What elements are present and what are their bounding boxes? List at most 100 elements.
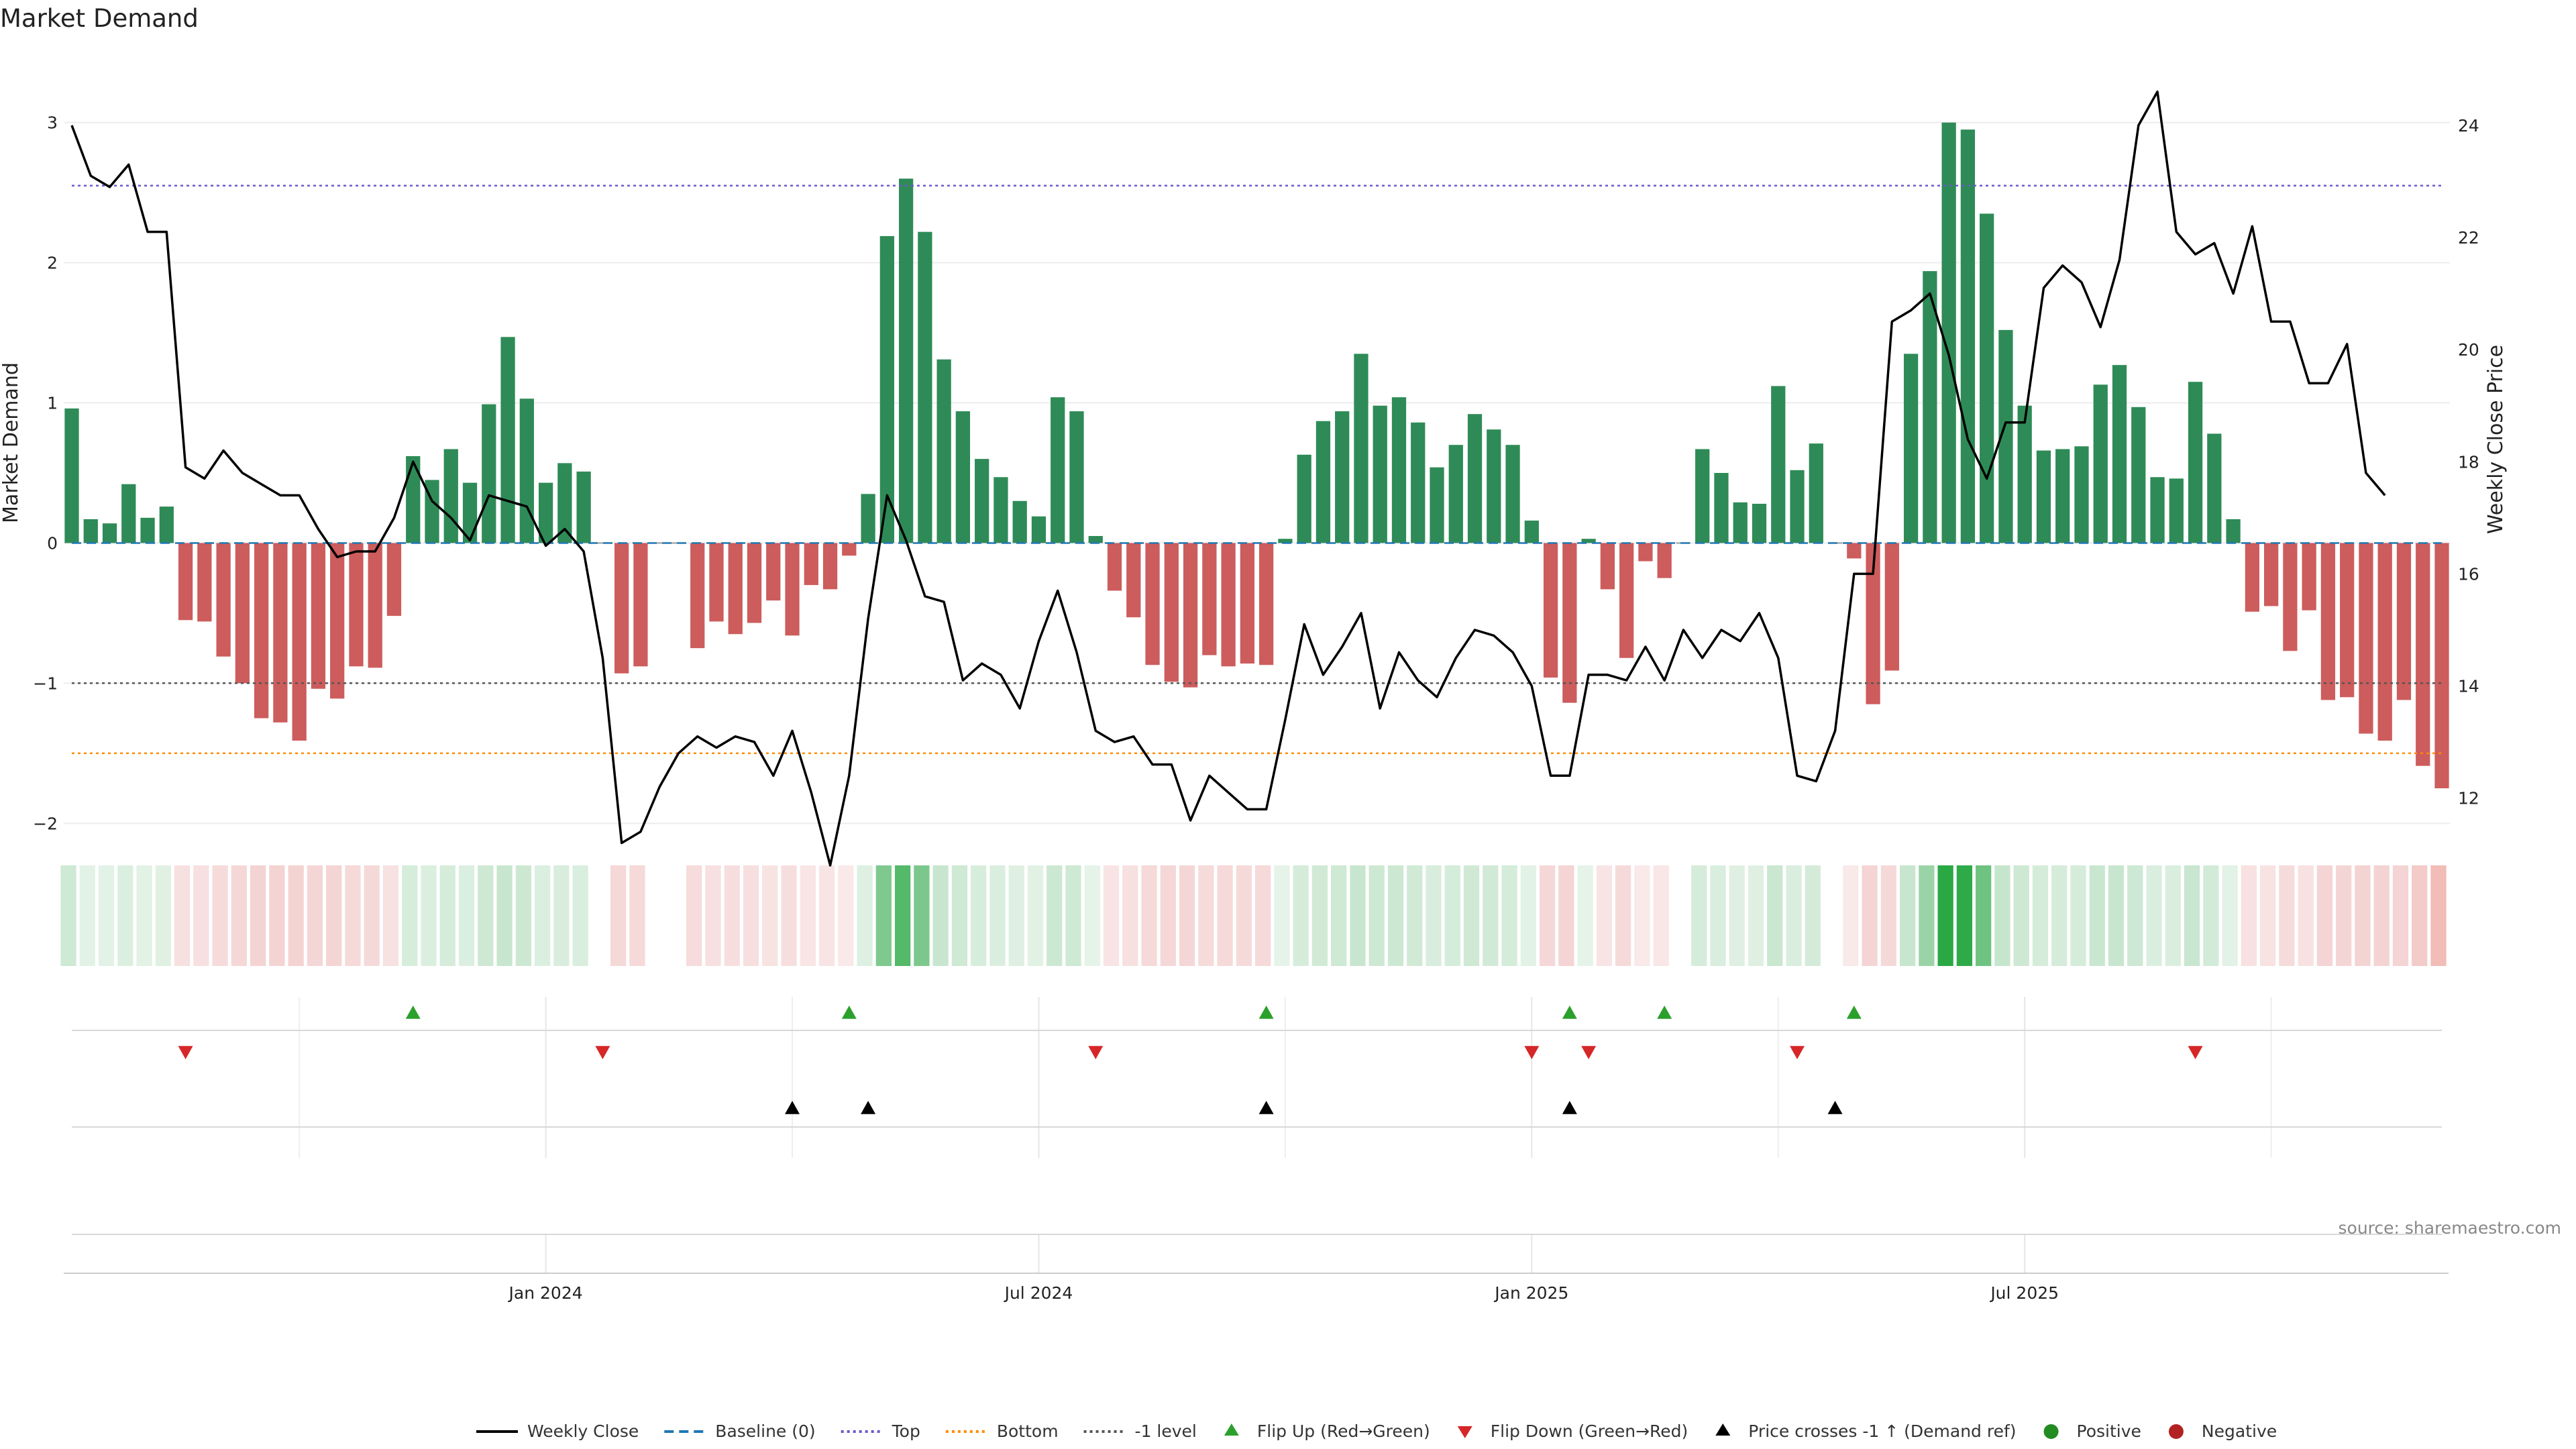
- legend-item: Top: [841, 1421, 920, 1441]
- demand-bar-negative: [804, 543, 818, 586]
- legend-item: Negative: [2168, 1421, 2277, 1441]
- demand-bar-positive: [83, 519, 98, 543]
- heat-cell: [971, 865, 987, 966]
- heat-cell: [1407, 865, 1423, 966]
- demand-bar-positive: [2169, 478, 2184, 543]
- demand-bar: [595, 542, 610, 544]
- demand-bar-negative: [1619, 543, 1634, 658]
- heat-cell: [1786, 865, 1802, 966]
- heat-cell: [1843, 865, 1859, 966]
- demand-bar-positive: [1373, 405, 1387, 543]
- heat-cell: [2298, 865, 2314, 966]
- demand-bar-negative: [822, 543, 838, 590]
- heat-cell: [553, 865, 570, 966]
- heat-cell: [1880, 865, 1896, 966]
- legend-label: Negative: [2202, 1421, 2277, 1441]
- heat-cell: [1634, 865, 1650, 966]
- demand-bar-positive: [1809, 443, 1823, 543]
- heat-cell: [1937, 865, 1953, 966]
- heat-cell: [250, 865, 266, 966]
- demand-bar-positive: [1012, 500, 1027, 543]
- demand-bar-negative: [2359, 543, 2373, 734]
- demand-bar-negative: [1240, 543, 1254, 664]
- heat-cell: [1539, 865, 1556, 966]
- heat-cell: [98, 865, 115, 966]
- heat-cell: [174, 865, 191, 966]
- heat-cell: [1520, 865, 1536, 966]
- demand-bar-negative: [2340, 543, 2355, 698]
- heat-cell: [1084, 865, 1100, 966]
- demand-bar: [652, 542, 667, 544]
- legend-item: Price crosses -1 ↑ (Demand ref): [1715, 1421, 2017, 1441]
- demand-bar-positive: [140, 517, 155, 543]
- y-tick-label-right: 18: [2458, 452, 2479, 472]
- demand-bar-negative: [311, 543, 326, 689]
- demand-bar-positive: [918, 231, 932, 543]
- demand-bar-positive: [406, 455, 421, 543]
- demand-bar-positive: [1391, 397, 1407, 543]
- demand-bar-positive: [1297, 454, 1311, 543]
- demand-bar-negative: [235, 543, 250, 684]
- heat-cell: [1767, 865, 1783, 966]
- demand-bar-positive: [2074, 446, 2089, 543]
- price-cross-marker: [785, 1101, 800, 1114]
- demand-heat-strip: [60, 865, 2447, 966]
- heat-cell: [2127, 865, 2143, 966]
- legend-label: Flip Up (Red→Green): [1257, 1421, 1430, 1441]
- demand-bar-positive: [1031, 516, 1046, 543]
- heat-cell: [345, 865, 361, 966]
- demand-bar-negative: [2434, 543, 2449, 789]
- heat-cell: [212, 865, 228, 966]
- demand-bars: [64, 122, 2449, 789]
- demand-bar-negative: [2263, 543, 2279, 606]
- heat-cell: [2355, 865, 2371, 966]
- legend-label: Flip Down (Green→Red): [1491, 1421, 1688, 1441]
- demand-bar-negative: [1657, 543, 1672, 578]
- demand-bar-positive: [1524, 521, 1539, 543]
- demand-bar-negative: [1183, 543, 1198, 688]
- price-cross-marker: [1562, 1101, 1577, 1114]
- heat-cell: [1236, 865, 1252, 966]
- price-cross-marker: [1258, 1101, 1274, 1114]
- heat-cell: [534, 865, 551, 966]
- y-tick-label-left: 2: [47, 254, 58, 273]
- demand-bar-negative: [2302, 543, 2316, 610]
- demand-bar-negative: [633, 543, 648, 667]
- heat-cell: [2013, 865, 2029, 966]
- heat-cell: [2089, 865, 2105, 966]
- heat-cell: [79, 865, 95, 966]
- heat-cell: [439, 865, 455, 966]
- demand-bar-positive: [898, 178, 914, 543]
- y-tick-label-left: 3: [47, 113, 58, 133]
- heat-cell: [610, 865, 627, 966]
- heat-cell: [1274, 865, 1290, 966]
- demand-bar-negative: [1164, 543, 1179, 682]
- demand-bar-positive: [975, 459, 989, 543]
- heat-cell: [421, 865, 437, 966]
- demand-bar-negative: [766, 543, 781, 601]
- demand-bar-positive: [1771, 386, 1786, 543]
- flip-up-marker: [1562, 1006, 1577, 1019]
- flip-down-marker: [178, 1046, 193, 1059]
- demand-bar-negative: [368, 543, 382, 668]
- heat-cell: [1558, 865, 1574, 966]
- demand-bar-positive: [1316, 421, 1331, 543]
- legend-swatch: [2043, 1424, 2059, 1439]
- demand-bar-negative: [1202, 543, 1217, 655]
- heat-cell: [269, 865, 285, 966]
- heat-cell: [2051, 865, 2068, 966]
- heat-cell: [478, 865, 494, 966]
- demand-bar-positive: [1505, 445, 1520, 543]
- heat-cell: [515, 865, 531, 966]
- heat-cell: [402, 865, 418, 966]
- heat-cell: [2108, 865, 2125, 966]
- heat-cell: [1710, 865, 1726, 966]
- legend-swatch: [1715, 1424, 1731, 1436]
- heat-cell: [1368, 865, 1385, 966]
- demand-bar-positive: [2226, 519, 2241, 543]
- heat-cell: [496, 865, 513, 966]
- chart-title: Market Demand: [0, 4, 199, 33]
- demand-bar-positive: [1980, 213, 1994, 543]
- flip-down-marker: [2188, 1046, 2203, 1059]
- demand-bar-positive: [500, 337, 515, 543]
